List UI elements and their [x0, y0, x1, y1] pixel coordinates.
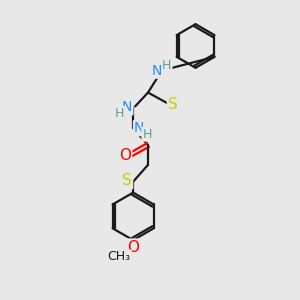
Text: O: O — [127, 240, 139, 255]
Text: CH₃: CH₃ — [108, 250, 131, 263]
Text: H: H — [162, 59, 172, 72]
Text: O: O — [119, 148, 131, 164]
Text: S: S — [122, 173, 132, 188]
Text: N: N — [152, 64, 162, 78]
Text: H: H — [115, 107, 124, 120]
Text: H: H — [142, 128, 152, 141]
Text: N: N — [134, 121, 144, 135]
Text: N: N — [122, 100, 132, 114]
Text: S: S — [168, 97, 178, 112]
